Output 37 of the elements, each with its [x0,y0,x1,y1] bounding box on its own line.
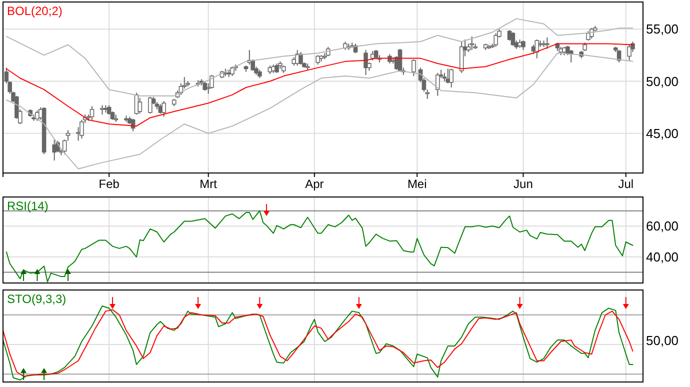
candlestick [436,72,440,96]
x-tick-label: Jun [514,177,533,191]
chart-title: STO(9,3,3) [7,292,66,306]
y-tick-label: 45,00 [646,126,679,141]
candlestick [100,104,104,116]
x-tick-label: Mrt [200,177,218,191]
candlestick [90,106,94,120]
x-tick-label: Apr [305,177,324,191]
candlestick [66,130,70,142]
line-series [6,18,634,96]
candlestick [521,40,526,50]
candlestick [162,100,166,118]
candlestick [274,63,279,74]
candlestick [364,49,368,76]
y-tick-label: 40,00 [646,249,679,264]
candlestick [412,58,416,77]
candlestick [138,97,142,114]
candlestick [449,68,454,88]
candlestick [316,54,320,66]
candlestick [62,139,67,155]
candlestick [627,44,632,61]
chart-title: RSI(14) [7,199,48,213]
x-tick-label: Feb [98,177,120,191]
y-tick-label: 60,00 [646,218,679,234]
x-tick-label: Mei [407,177,427,191]
y-tick-label: 55,00 [646,22,679,37]
candlestick [470,36,474,50]
candlestick [459,41,464,74]
candlestick [545,36,550,50]
line-series [6,52,634,170]
candlestick [148,96,152,114]
chart-title: BOL(20;2) [7,4,62,18]
x-tick-label: Jul [618,177,634,191]
y-tick-label: 50,00 [646,74,679,89]
candlestick [298,52,303,66]
candlestick [374,49,378,60]
candlestick [494,32,498,48]
